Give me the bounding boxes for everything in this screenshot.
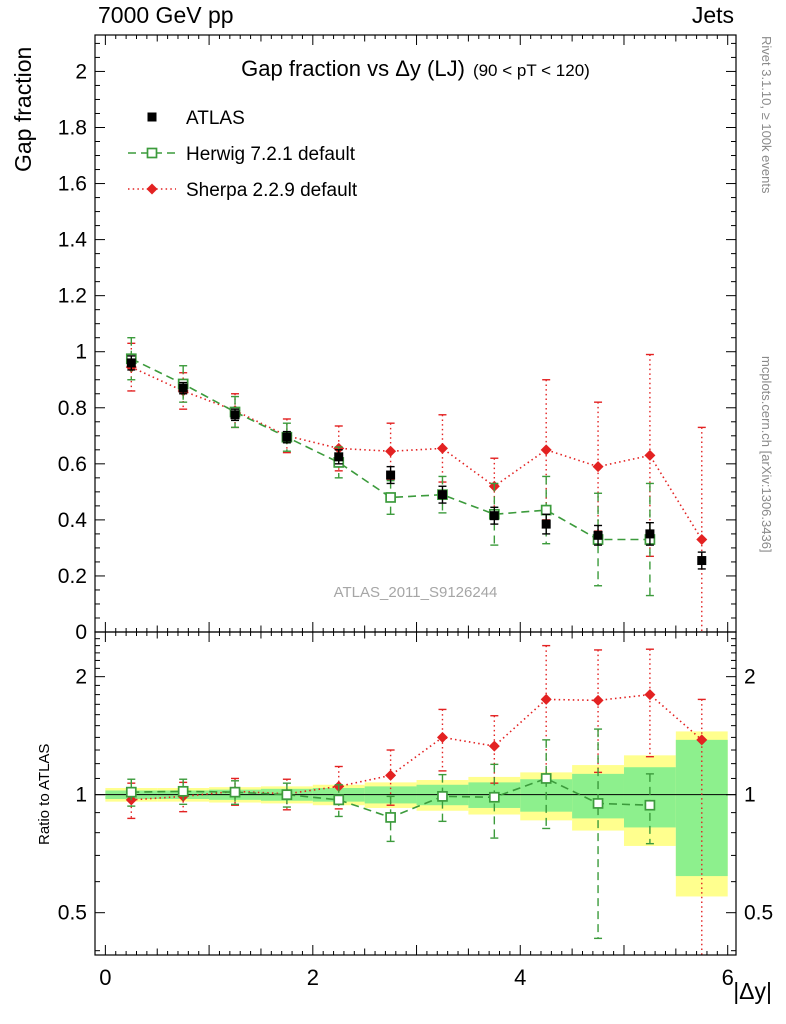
plot-title-cut: (90 < pT < 120) (472, 61, 590, 80)
svg-text:0.8: 0.8 (58, 397, 87, 420)
plot-title: Gap fraction vs Δy (LJ) (90 < pT < 120) (95, 56, 736, 82)
ratio-panel-series (125, 644, 708, 955)
svg-text:1: 1 (744, 784, 756, 807)
svg-text:1: 1 (75, 341, 87, 364)
svg-text:2: 2 (744, 666, 756, 689)
mcplots-source-note: mcplots.cern.ch [arXiv:1306.3436] (759, 356, 774, 553)
svg-text:1: 1 (75, 784, 87, 807)
svg-text:2: 2 (307, 965, 319, 990)
plot-title-main: Gap fraction vs Δy (LJ) (241, 56, 465, 81)
svg-text:1.8: 1.8 (58, 116, 87, 139)
svg-text:0: 0 (75, 621, 87, 644)
svg-text:0: 0 (99, 965, 111, 990)
legend-item: Herwig 7.2.1 default (128, 144, 356, 165)
header-beam-energy: 7000 GeV pp (98, 2, 234, 28)
svg-text:0.2: 0.2 (58, 565, 87, 588)
svg-text:1.6: 1.6 (58, 173, 87, 196)
svg-text:2: 2 (75, 60, 87, 83)
legend-label: ATLAS (186, 108, 245, 129)
svg-text:0.5: 0.5 (58, 902, 87, 925)
svg-text:6: 6 (722, 965, 734, 990)
svg-text:1.2: 1.2 (58, 285, 87, 308)
x-axis-label: |Δy| (733, 978, 772, 1004)
axis-tick-labels: 0 0.2 0.4 0.6 0.8 1 1.2 1.4 1.6 1.8 2 0.5 0.5 1 1 2 2 0 2 4… (58, 60, 773, 990)
rivet-version-note: Rivet 3.1.10, ≥ 100k events (759, 36, 774, 194)
herwig-ratio-series (125, 728, 656, 940)
svg-text:0.4: 0.4 (58, 509, 88, 532)
axis-ticks (95, 35, 736, 955)
y-axis-label-top: Gap fraction (10, 46, 36, 172)
sherpa-series (125, 342, 708, 632)
top-panel-series (125, 337, 708, 632)
header-analysis-group: Jets (691, 2, 734, 28)
svg-text:0.5: 0.5 (744, 902, 773, 925)
legend-label: Sherpa 2.2.9 default (186, 180, 358, 201)
legend-label: Herwig 7.2.1 default (186, 144, 356, 165)
ratio-panel-frame (94, 631, 737, 956)
svg-text:2: 2 (75, 666, 87, 689)
legend-item: ATLAS (147, 108, 245, 129)
svg-text:4: 4 (514, 965, 526, 990)
svg-text:1.4: 1.4 (58, 229, 88, 252)
legend: ATLAS Herwig 7.2.1 default Sherpa 2.2.9 de… (128, 108, 358, 201)
atlas-series (126, 355, 707, 570)
ratio-uncertainty-bands (105, 731, 728, 897)
analysis-id-watermark: ATLAS_2011_S9126244 (333, 584, 498, 601)
y-axis-label-ratio: Ratio to ATLAS (36, 743, 53, 845)
svg-text:0.6: 0.6 (58, 453, 87, 476)
legend-item: Sherpa 2.2.9 default (128, 180, 358, 201)
